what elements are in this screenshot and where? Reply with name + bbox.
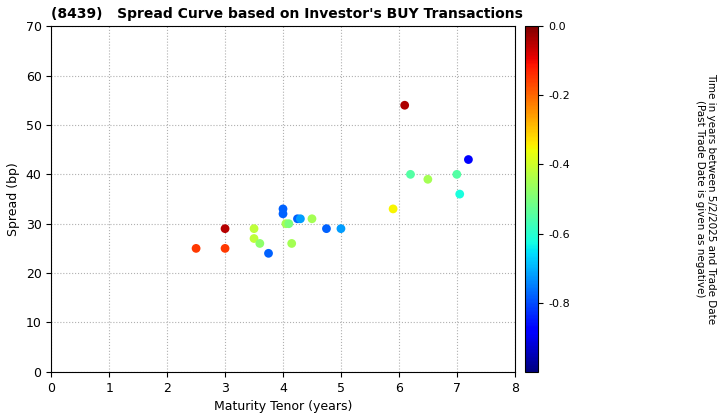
Y-axis label: Spread (bp): Spread (bp) [7,162,20,236]
Point [405,171,416,178]
Point [292,215,303,222]
Point [399,102,410,109]
Point [190,245,202,252]
Point [454,191,466,197]
Point [286,240,297,247]
Point [306,215,318,222]
Text: (8439)   Spread Curve based on Investor's BUY Transactions: (8439) Spread Curve based on Investor's … [51,7,523,21]
Point [277,210,289,217]
Point [336,225,347,232]
Point [294,215,306,222]
Point [277,205,289,212]
Point [451,171,462,178]
Point [220,245,231,252]
Point [248,235,260,242]
Point [280,220,292,227]
Point [463,156,474,163]
Point [263,250,274,257]
Y-axis label: Time in years between 5/2/2025 and Trade Date
(Past Trade Date is given as negat: Time in years between 5/2/2025 and Trade… [695,74,716,325]
Point [248,225,260,232]
Point [422,176,433,183]
Point [283,220,294,227]
Point [320,225,332,232]
Point [220,225,231,232]
Point [387,205,399,212]
X-axis label: Maturity Tenor (years): Maturity Tenor (years) [214,400,352,413]
Point [254,240,266,247]
